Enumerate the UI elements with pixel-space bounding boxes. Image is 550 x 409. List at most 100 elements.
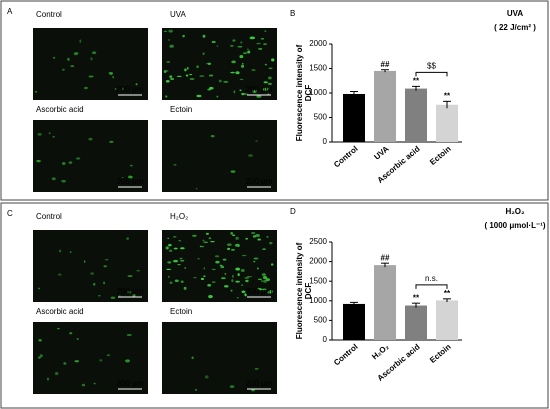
cell: [194, 388, 198, 391]
cell: [196, 94, 202, 98]
cell: [67, 57, 70, 61]
cell: [184, 267, 187, 269]
micrograph: [33, 120, 148, 192]
cell: [268, 67, 273, 70]
cell: [168, 243, 172, 247]
chart-subtitle: ( 22 J/cm² ): [494, 23, 536, 32]
cell: [37, 356, 41, 359]
significance-mark: ##: [381, 60, 390, 69]
comparison-label: n.s.: [425, 274, 438, 283]
cell: [257, 238, 261, 241]
cell: [135, 83, 138, 86]
cell: [262, 279, 267, 283]
cell: [170, 77, 175, 80]
cell: [52, 56, 56, 59]
image-label: H₂O₂: [170, 212, 188, 221]
micrograph: [162, 28, 277, 100]
cell: [169, 75, 173, 78]
image-label: Ascorbic acid: [36, 307, 84, 316]
cell: [235, 236, 239, 240]
cell: [230, 289, 233, 292]
cell: [239, 55, 244, 59]
cell: [196, 65, 199, 69]
cell: [241, 284, 243, 286]
panel-frame: [0, 0, 549, 201]
cell: [263, 43, 268, 45]
cell: [214, 255, 220, 258]
scale-bar-label: 200 μm: [117, 287, 144, 296]
micrograph: [33, 322, 148, 394]
cell: [263, 81, 268, 84]
cell: [104, 259, 109, 261]
cell: [169, 44, 174, 48]
y-tick-label: 1500: [309, 64, 327, 73]
cell: [79, 39, 82, 43]
bar: [343, 93, 365, 142]
cell: [180, 280, 184, 283]
cell: [202, 34, 206, 38]
cell: [61, 161, 66, 166]
cell: [257, 278, 263, 281]
cell: [178, 240, 182, 242]
image-label: Ectoin: [170, 307, 192, 316]
cell: [192, 234, 197, 237]
cell: [165, 246, 169, 250]
y-tick-label: 500: [314, 113, 328, 122]
cell: [195, 187, 198, 190]
scale-bar-label: 200 μm: [117, 177, 144, 186]
cell: [61, 179, 66, 183]
cell: [165, 95, 168, 98]
cell: [232, 274, 234, 278]
cell: [106, 354, 111, 357]
cell: [36, 159, 41, 163]
cell: [61, 68, 65, 71]
cell: [208, 295, 213, 299]
cell: [182, 34, 185, 38]
cell: [48, 132, 51, 135]
cell: [240, 64, 245, 68]
cell: [93, 382, 96, 385]
cell: [257, 267, 259, 270]
image-label: Ectoin: [170, 105, 192, 114]
comparison-bracket: [415, 71, 448, 77]
cell: [241, 92, 245, 96]
scale-bar-label: 200 μm: [117, 379, 144, 388]
cell: [57, 273, 62, 276]
panel-frame: [0, 202, 549, 409]
micrograph: [162, 120, 277, 192]
cell: [184, 68, 187, 72]
cell: [256, 287, 261, 290]
y-tick-label: 500: [314, 316, 328, 325]
cell: [232, 234, 236, 237]
cell: [88, 137, 93, 141]
cell: [253, 261, 256, 263]
cell: [264, 30, 267, 33]
cell: [205, 232, 209, 235]
cell: [220, 265, 225, 269]
cell: [176, 75, 182, 78]
cell: [174, 279, 179, 283]
cell: [251, 69, 256, 71]
cell: [185, 74, 189, 77]
cell: [265, 278, 270, 282]
cell: [266, 236, 269, 238]
cell: [204, 375, 209, 379]
cell: [76, 337, 79, 341]
cell: [207, 62, 212, 65]
cell: [271, 58, 275, 62]
cell: [241, 290, 246, 294]
cell: [267, 82, 272, 86]
cell: [265, 87, 271, 90]
cell: [237, 45, 243, 48]
image-label: UVA: [170, 10, 187, 19]
cell: [177, 263, 181, 266]
cell: [112, 75, 115, 79]
cell: [199, 75, 205, 77]
cell: [208, 74, 214, 77]
scale-bar-label: 200 μm: [246, 287, 273, 296]
cell: [203, 267, 206, 270]
cell: [90, 272, 95, 275]
micrograph: [33, 230, 148, 302]
cell: [136, 269, 141, 272]
cell: [69, 332, 73, 335]
